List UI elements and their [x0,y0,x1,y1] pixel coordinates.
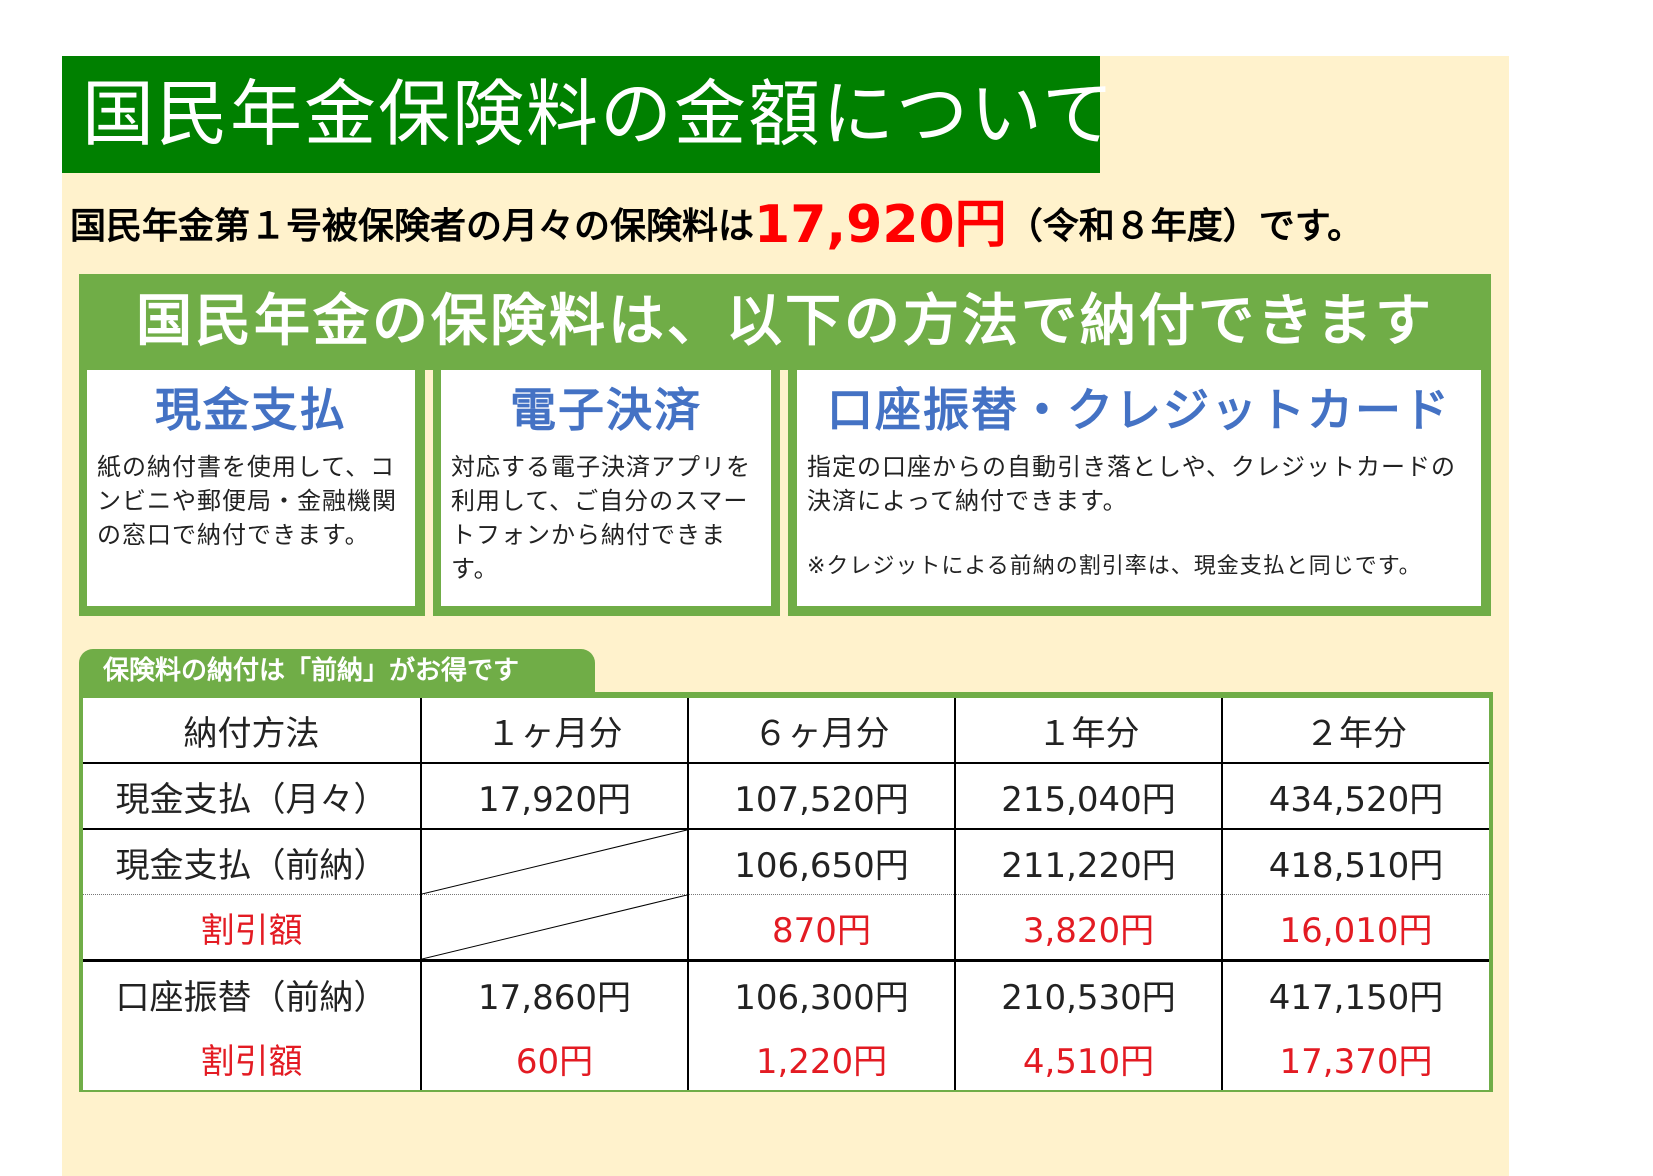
table-cell: 418,510円 [1221,828,1489,895]
table-cell: 17,920円 [420,762,689,830]
method-card-account-credit: 口座振替・クレジットカード 指定の口座からの自動引き落としや、クレジットカードの… [797,370,1481,606]
prepay-tab-label: 保険料の納付は「前納」がお得です [79,649,595,695]
discount-cell: 60円 [420,1026,689,1090]
table-row: 口座振替（前納） 17,860円 106,300円 210,530円 417,1… [83,959,1489,1026]
table-cell: 210,530円 [954,959,1223,1026]
method-card-cash: 現金支払 紙の納付書を使用して、コンビニや郵便局・金融機関の窓口で納付できます。 [87,370,415,606]
method-card-title: 電子決済 [510,383,702,437]
table-cell: 417,150円 [1221,959,1489,1026]
table-row: 現金支払（前納） 106,650円 211,220円 418,510円 [83,828,1489,895]
column-header: １年分 [954,698,1223,764]
column-header: ６ヶ月分 [687,698,956,764]
method-card-title: 口座振替・クレジットカード [827,383,1451,437]
table-row: 現金支払（月々） 17,920円 107,520円 215,040円 434,5… [83,762,1489,830]
method-card-body: 指定の口座からの自動引き落としや、クレジットカードの決済によって納付できます。 [807,453,1457,515]
discount-cell: 4,510円 [954,1026,1223,1090]
table-cell: 106,300円 [687,959,956,1026]
not-applicable-cell [420,894,689,962]
table-cell: 211,220円 [954,828,1223,895]
card-divider [425,370,433,616]
prepay-fee-table: 納付方法 １ヶ月分 ６ヶ月分 １年分 ２年分 現金支払（月々） 17,920円 … [83,698,1489,1090]
payment-methods-section: 国民年金の保険料は、以下の方法で納付できます 現金支払 紙の納付書を使用して、コ… [79,274,1491,616]
diagonal-slash-icon [422,830,687,894]
method-card-note: ※クレジットによる前納の割引率は、現金支払と同じです。 [807,554,1422,579]
table-row-discount: 割引額 870円 3,820円 16,010円 [83,894,1489,962]
row-label: 現金支払（月々） [83,762,422,830]
diagonal-slash-icon [422,895,687,959]
method-card-body: 紙の納付書を使用して、コンビニや郵便局・金融機関の窓口で納付できます。 [97,453,397,549]
not-applicable-cell [420,828,689,895]
row-label: 現金支払（前納） [83,828,422,895]
table-cell: 106,650円 [687,828,956,895]
table-cell: 17,860円 [420,959,689,1026]
discount-cell: 3,820円 [954,894,1223,962]
table-cell: 107,520円 [687,762,956,830]
payment-methods-title: 国民年金の保険料は、以下の方法で納付できます [136,289,1434,354]
method-card-body: 対応する電子決済アプリを利用して、ご自分のスマートフォンから納付できます。 [451,453,751,583]
row-label: 割引額 [83,1026,422,1090]
row-label: 割引額 [83,894,422,962]
page-title: 国民年金保険料の金額について [62,56,1114,173]
table-row-discount: 割引額 60円 1,220円 4,510円 17,370円 [83,1026,1489,1090]
table-cell: 215,040円 [954,762,1223,830]
table-cell: 434,520円 [1221,762,1489,830]
row-label: 口座振替（前納） [83,959,422,1026]
headline-prefix: 国民年金第１号被保険者の月々の保険料は [70,206,755,247]
column-header: ２年分 [1221,698,1489,764]
monthly-premium-amount: 17,920円 [754,195,1007,255]
monthly-premium-headline: 国民年金第１号被保険者の月々の保険料は17,920円（令和８年度）です。 [70,195,1510,255]
column-header: １ヶ月分 [420,698,689,764]
discount-cell: 1,220円 [687,1026,956,1090]
card-divider [780,370,788,616]
method-card-title: 現金支払 [155,383,347,437]
headline-suffix: （令和８年度）です。 [1006,206,1364,247]
discount-cell: 870円 [687,894,956,962]
discount-cell: 16,010円 [1221,894,1489,962]
method-card-electronic: 電子決済 対応する電子決済アプリを利用して、ご自分のスマートフォンから納付できま… [441,370,771,606]
column-header: 納付方法 [83,698,422,764]
discount-cell: 17,370円 [1221,1026,1489,1090]
table-header-row: 納付方法 １ヶ月分 ６ヶ月分 １年分 ２年分 [83,698,1489,764]
